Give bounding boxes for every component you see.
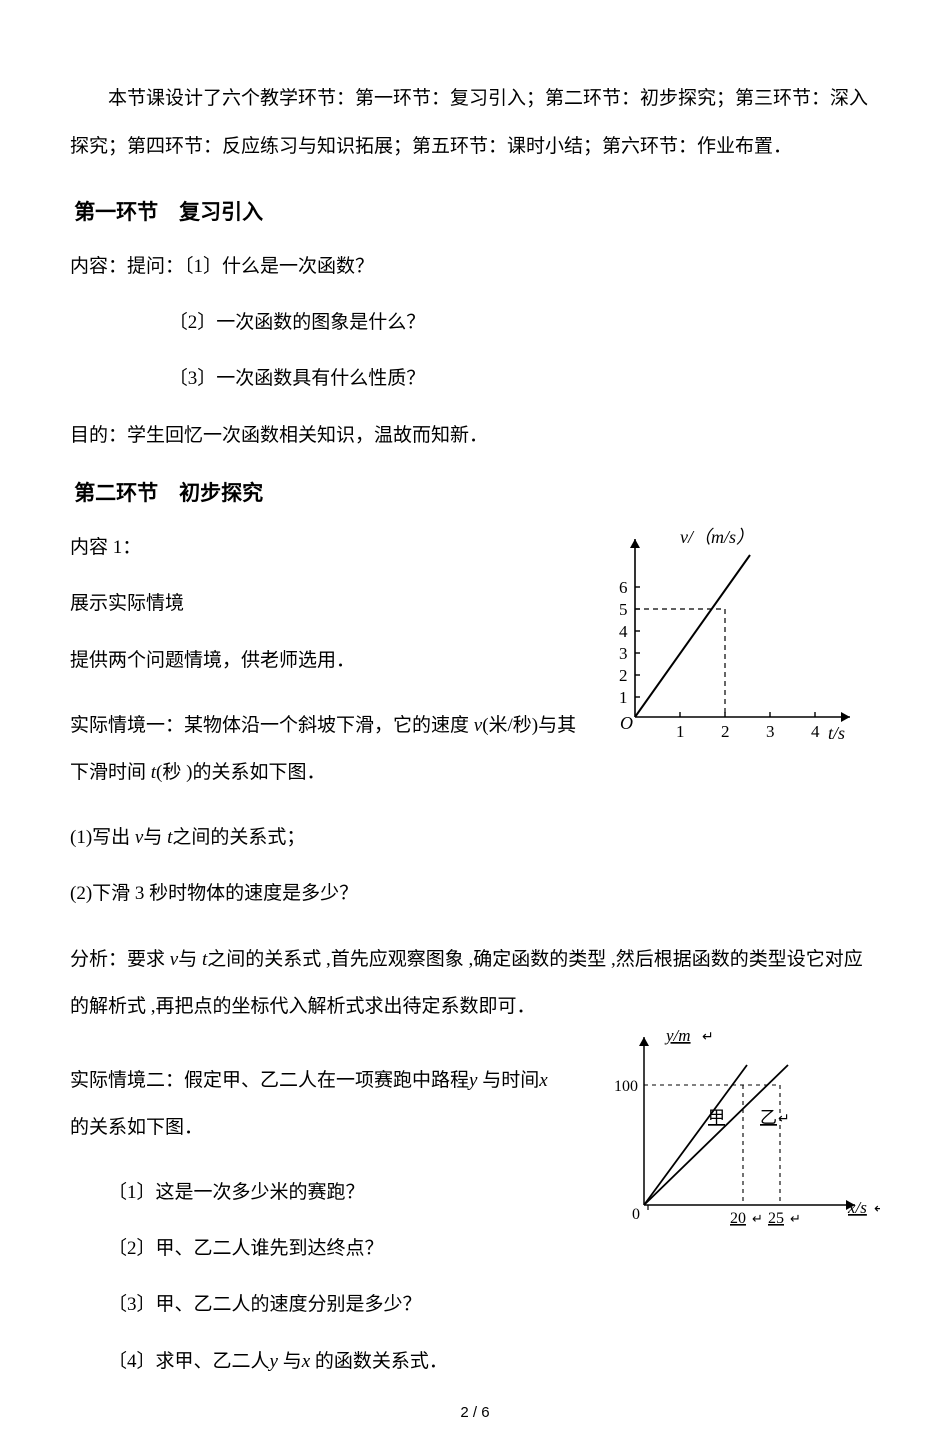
chart1-figure: v/（m/s） t/s O 1 2 3 4 5 6 1 2 3 4 [590, 527, 880, 755]
svg-text:25: 25 [768, 1210, 784, 1227]
sit2-b: 与时间 [482, 1070, 539, 1091]
svg-text:↵: ↵ [790, 1211, 801, 1226]
sit1-c: 下滑时间 [70, 762, 146, 783]
var-y: y [469, 1070, 477, 1091]
svg-text:1: 1 [619, 688, 628, 707]
chart2-svg: y/m↵x/s↵010020↵25↵甲乙↵ [600, 1027, 880, 1235]
svg-text:100: 100 [614, 1078, 638, 1095]
section2-heading: 第二环节 初步探究 [70, 477, 880, 511]
sec2-q3: 〔3〕甲、乙二人的速度分别是多少？ [70, 1290, 880, 1320]
q4b: 与 [283, 1351, 302, 1372]
chart2-figure: y/m↵x/s↵010020↵25↵甲乙↵ [600, 1027, 880, 1245]
p1a: (1)写出 [70, 827, 130, 848]
var-x2: x [302, 1351, 310, 1372]
chart1-svg: v/（m/s） t/s O 1 2 3 4 5 6 1 2 3 4 [590, 527, 880, 745]
sec2-q4: 〔4〕求甲、乙二人y 与x 的函数关系式． [70, 1347, 880, 1377]
svg-text:↵: ↵ [702, 1030, 714, 1045]
p1b: 与 [143, 827, 162, 848]
svg-text:x/s: x/s [847, 1198, 867, 1217]
svg-text:6: 6 [619, 578, 628, 597]
svg-text:y/m: y/m [664, 1027, 691, 1045]
svg-text:0: 0 [632, 1206, 640, 1223]
svg-text:乙: 乙 [760, 1108, 777, 1127]
svg-text:3: 3 [766, 722, 775, 741]
q4c: 的函数关系式． [315, 1351, 448, 1372]
sit1-d: (秒 )的关系如下图． [156, 762, 325, 783]
p1c: 之间的关系式； [172, 827, 305, 848]
var-t: t [146, 762, 156, 783]
var-v2: v [130, 827, 143, 848]
sit2-c: 的关系如下图． [70, 1104, 203, 1152]
svg-text:v/（m/s）: v/（m/s） [680, 527, 754, 547]
sec1-purpose: 目的：学生回忆一次函数相关知识，温故而知新． [70, 421, 880, 451]
sec1-q2: 〔2〕一次函数的图象是什么？ [70, 308, 880, 338]
var-y2: y [270, 1351, 278, 1372]
svg-text:3: 3 [619, 644, 628, 663]
svg-text:↵: ↵ [874, 1202, 880, 1217]
var-t3: t [197, 949, 207, 970]
svg-text:4: 4 [811, 722, 820, 741]
sec1-q1: 内容：提问：〔1〕什么是一次函数？ [70, 252, 880, 282]
svg-text:2: 2 [619, 666, 628, 685]
svg-text:甲: 甲 [708, 1108, 725, 1127]
section1-heading: 第一环节 复习引入 [70, 196, 880, 230]
svg-text:5: 5 [619, 600, 628, 619]
sec2-p1: (1)写出 v与 t之间的关系式； [70, 823, 880, 853]
var-t2: t [162, 827, 172, 848]
svg-text:1: 1 [676, 722, 685, 741]
intro-text: 本节课设计了六个教学环节：第一环节：复习引入；第二环节：初步探究；第三环节：深入… [70, 88, 868, 157]
sit1-b: (米/秒)与其 [482, 715, 576, 736]
sec1-q3: 〔3〕一次函数具有什么性质？ [70, 364, 880, 394]
var-x: x [539, 1070, 547, 1091]
sec2-analysis: 分析：要求 v与 t之间的关系式 ,首先应观察图象 ,确定函数的类型 ,然后根据… [70, 936, 880, 1031]
sit1-a: 实际情境一：某物体沿一个斜坡下滑，它的速度 [70, 715, 469, 736]
svg-text:↵: ↵ [752, 1211, 763, 1226]
svg-text:2: 2 [721, 722, 730, 741]
svg-text:O: O [620, 713, 633, 733]
ana-a: 分析：要求 [70, 949, 165, 970]
var-v3: v [165, 949, 178, 970]
intro-paragraph: 本节课设计了六个教学环节：第一环节：复习引入；第二环节：初步探究；第三环节：深入… [70, 75, 880, 170]
svg-text:↵: ↵ [778, 1112, 790, 1127]
ana-b: 与 [178, 949, 197, 970]
page-number: 2 / 6 [0, 1401, 950, 1425]
svg-text:t/s: t/s [828, 723, 845, 743]
q4a: 〔4〕求甲、乙二人 [108, 1351, 270, 1372]
sec2-p2: (2)下滑 3 秒时物体的速度是多少？ [70, 879, 880, 909]
svg-text:4: 4 [619, 622, 628, 641]
var-v: v [469, 715, 482, 736]
sit2-a: 实际情境二：假定甲、乙二人在一项赛跑中路程 [70, 1070, 469, 1091]
svg-text:20: 20 [730, 1210, 746, 1227]
